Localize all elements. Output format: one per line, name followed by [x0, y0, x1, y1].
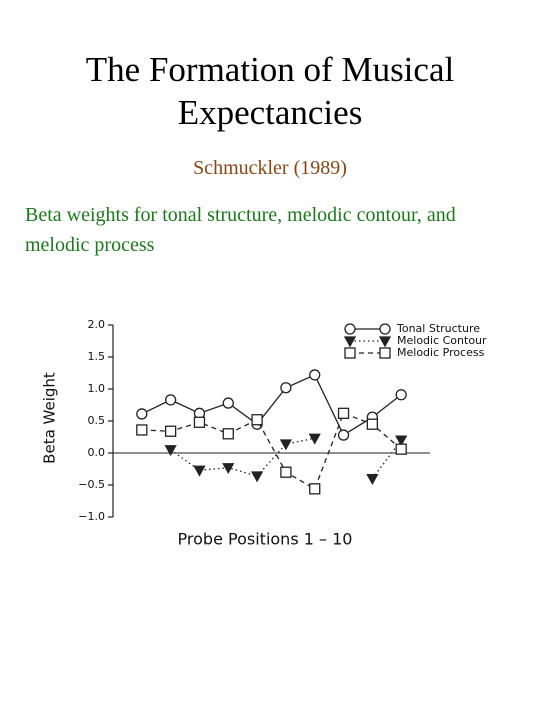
legend-marker — [379, 323, 391, 335]
series-line — [141, 412, 402, 490]
y-tick-label: −1.0 — [78, 510, 105, 523]
data-point — [309, 483, 321, 495]
data-point — [164, 394, 177, 406]
data-point — [337, 429, 350, 441]
y-tick-label: 0.5 — [88, 414, 106, 427]
data-point — [193, 465, 206, 477]
legend-label: Tonal Structure — [396, 322, 480, 335]
x-axis-label: Probe Positions 1 – 10 — [178, 530, 353, 549]
data-point — [366, 473, 379, 485]
y-tick-label: 0.0 — [88, 446, 106, 459]
data-point — [164, 425, 177, 437]
legend-label: Melodic Process — [397, 346, 485, 359]
y-tick-label: 1.0 — [88, 382, 106, 395]
data-point — [136, 424, 148, 436]
legend-label: Melodic Contour — [397, 334, 487, 347]
y-tick-label: 2.0 — [88, 318, 106, 331]
y-tick-label: 1.5 — [88, 350, 106, 363]
data-point — [395, 443, 407, 455]
legend-marker — [378, 336, 392, 348]
y-tick-label: −0.5 — [78, 478, 105, 491]
data-point — [222, 428, 234, 440]
data-point — [366, 418, 379, 430]
data-point — [279, 439, 293, 451]
data-point — [193, 416, 206, 428]
slide-title: The Formation of Musical Expectancies — [85, 50, 455, 132]
series-line — [141, 374, 402, 437]
legend-marker — [344, 347, 356, 359]
chart: Beta Weight Probe Positions 1 – 10 2.0 1.… — [41, 318, 488, 549]
data-point — [222, 463, 235, 475]
citation: Schmuckler (1989) — [193, 157, 347, 179]
data-point — [222, 397, 234, 409]
data-point — [136, 408, 148, 420]
data-point — [308, 433, 321, 445]
data-point — [280, 466, 292, 478]
data-point — [251, 414, 263, 426]
data-point — [337, 407, 350, 419]
y-axis-label: Beta Weight — [41, 372, 59, 464]
data-point — [164, 445, 177, 457]
data-point — [250, 471, 264, 483]
data-point — [395, 435, 408, 447]
description: Beta weights for tonal structure, melodi… — [25, 204, 456, 256]
legend-marker — [379, 347, 391, 359]
data-point — [395, 389, 407, 401]
legend-marker — [344, 323, 356, 335]
data-point — [309, 369, 321, 381]
data-point — [280, 382, 292, 394]
legend-marker — [343, 336, 357, 348]
